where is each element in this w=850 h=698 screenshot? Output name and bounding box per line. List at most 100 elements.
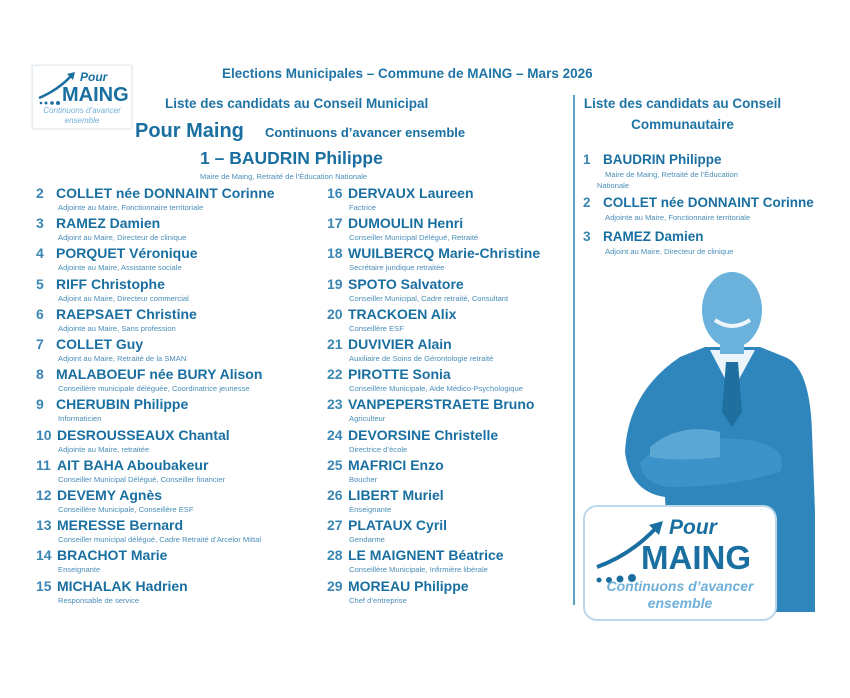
candidate-name: DERVAUX Laureen	[348, 185, 474, 201]
candidate-role-cont: Nationale	[597, 181, 630, 190]
candidate-entry: 18 WUILBERCQ Marie-Christine Secrétaire ju…	[327, 245, 567, 273]
candidate-number: 10	[36, 426, 52, 443]
candidate-role: Maire de Maing, Retraité de l’Éducation	[605, 170, 738, 179]
candidate-entry: 2 COLLET née DONNAINT Corinne Adjointe au …	[583, 195, 823, 223]
candidate-role: Secrétaire juridique retraitée	[349, 263, 445, 273]
candidate-number: 26	[327, 487, 343, 503]
candidate-number: 9	[36, 396, 44, 413]
candidate-role: Agriculteur	[349, 414, 386, 424]
candidate-name: WUILBERCQ Marie-Christine	[348, 245, 541, 262]
growth-arrow-icon	[38, 72, 75, 105]
logo-maing: MAING	[641, 539, 751, 576]
candidate-role: Enseignante	[349, 505, 392, 514]
community-title-line2: Communautaire	[631, 117, 734, 132]
candidate-role: Adjointe au Maire, Fonctionnaire territo…	[58, 203, 204, 212]
logo-slogan-2: ensemble	[64, 116, 100, 125]
candidate-entry: 6 RAEPSAET Christine Adjointe au Maire, Sa…	[36, 306, 276, 334]
candidate-number: 5	[36, 275, 44, 292]
candidate-role: Factrice	[349, 203, 377, 212]
candidate-name: PIROTTE Sonia	[348, 366, 451, 383]
candidate-entry: 3 RAMEZ Damien Adjoint au Maire, Directeur…	[36, 215, 276, 243]
candidate-number: 27	[327, 517, 343, 534]
candidate-name: BRACHOT Marie	[57, 547, 168, 564]
candidate-name: TRACKOEN Alix	[348, 305, 457, 322]
candidate-role: Chef d’entreprise	[349, 595, 407, 605]
candidate-number: 19	[327, 275, 343, 292]
candidate-name: DUMOULIN Henri	[348, 215, 464, 232]
candidate-number: 25	[327, 456, 343, 473]
candidate-entry: 24 DEVORSINE Christelle Directrice d’école	[327, 427, 567, 455]
candidate-name: DUVIVIER Alain	[348, 336, 452, 352]
candidate-name: BAUDRIN Philippe	[603, 152, 722, 167]
candidate-entry: 7 COLLET Guy Adjoint au Maire, Retraité de…	[36, 336, 276, 364]
candidate-name: COLLET née DONNAINT Corinne	[56, 185, 275, 201]
list-name: Pour Maing	[135, 120, 244, 142]
candidate-number: 12	[36, 487, 52, 503]
community-title-line1: Liste des candidats au Conseil	[583, 96, 782, 111]
candidate-name: RAMEZ Damien	[56, 215, 161, 232]
candidate-entry: 10 DESROUSSEAUX Chantal Adjointe au Maire,…	[36, 427, 276, 455]
logo-maing: MAING	[62, 84, 129, 106]
slogan: Continuons d’avancer ensemble	[265, 125, 466, 140]
candidate-entry: 21 DUVIVIER Alain Auxiliaire de Soins de G…	[327, 336, 567, 364]
candidate-name: COLLET née DONNAINT Corinne	[603, 195, 814, 210]
candidate-number: 1	[583, 152, 591, 167]
candidate-role: Conseillère Municipale, Aide Médico-Psyc…	[349, 384, 523, 394]
candidate-name: COLLET Guy	[56, 336, 144, 352]
candidate-number: 21	[327, 336, 343, 352]
candidate-number: 16	[327, 185, 343, 201]
candidate-name: MAFRICI Enzo	[348, 456, 444, 473]
candidate-name: MALABOEUF née BURY Alison	[56, 366, 263, 383]
candidate-role: Conseiller Municipal Délégué, Conseiller…	[58, 474, 226, 484]
candidate-role: Conseillère Municipale, Conseillère ESF	[58, 505, 194, 514]
candidate-entry: 23 VANPEPERSTRAETE Bruno Agriculteur	[327, 396, 567, 424]
column-divider	[573, 95, 575, 605]
candidate-name: DESROUSSEAUX Chantal	[57, 426, 230, 443]
candidate-entry: 15 MICHALAK Hadrien Responsable de service	[36, 578, 276, 606]
candidate-role: Directrice d’école	[349, 444, 408, 454]
candidate-entry: 11 AIT BAHA Aboubakeur Conseiller Municipa…	[36, 457, 276, 485]
candidate-role: Adjoint au Maire, Retraité de la SMAN	[58, 354, 187, 363]
logo-slogan-2: ensemble	[647, 595, 713, 611]
logo-slogan-1: Continuons d’avancer	[606, 578, 754, 594]
candidate-entry: 14 BRACHOT Marie Enseignante	[36, 547, 276, 575]
candidate-name: RAMEZ Damien	[603, 229, 704, 244]
logo-pour: Pour	[80, 70, 108, 84]
candidate-entry: 29 MOREAU Philippe Chef d’entreprise	[327, 578, 567, 606]
candidate-name: SPOTO Salvatore	[348, 275, 464, 292]
candidate-number: 3	[36, 215, 44, 232]
candidate-entry: 9 CHERUBIN Philippe Informaticien	[36, 396, 276, 424]
candidate-name: MERESSE Bernard	[57, 517, 184, 534]
candidate-role: Conseillère municipale déléguée, Coordin…	[58, 384, 250, 394]
candidate-entry: 26 LIBERT Muriel Enseignante	[327, 487, 567, 515]
candidate-entry: 19 SPOTO Salvatore Conseiller Municipal, C…	[327, 276, 567, 304]
candidate-number: 13	[36, 517, 52, 534]
candidate-number: 2	[36, 185, 44, 201]
candidate-number: 2	[583, 195, 591, 210]
logo-slogan-1: Continuons d’avancer	[43, 106, 121, 115]
candidate-entry: 22 PIROTTE Sonia Conseillère Municipale, A…	[327, 366, 567, 394]
candidate-name: DEVEMY Agnès	[57, 487, 163, 503]
candidate-number: 6	[36, 305, 44, 322]
growth-arrow-icon	[596, 521, 663, 583]
candidate-name: LE MAIGNENT Béatrice	[348, 547, 504, 564]
page-title: Elections Municipales – Commune de MAING…	[222, 66, 593, 81]
head-candidate: 1 – BAUDRIN Philippe	[200, 148, 383, 168]
candidate-role: Adjointe au Maire, Sans profession	[58, 323, 176, 333]
candidate-entry: 3 RAMEZ Damien Adjoint au Maire, Directeur…	[583, 229, 823, 257]
candidate-entry: 20 TRACKOEN Alix Conseillère ESF	[327, 306, 567, 334]
candidate-entry: 13 MERESSE Bernard Conseiller municipal dé…	[36, 517, 276, 545]
candidate-entry: 2 COLLET née DONNAINT Corinne Adjointe au …	[36, 185, 276, 213]
candidate-name: PLATAUX Cyril	[348, 517, 448, 534]
logo-pour: Pour	[669, 516, 717, 539]
candidate-number: 17	[327, 215, 343, 232]
head-candidate-role: Maire de Maing, Retraité de l’Éducation …	[200, 172, 368, 181]
candidate-number: 11	[36, 456, 51, 473]
candidate-entry: 1 BAUDRIN Philippe Maire de Maing, Retrait…	[583, 152, 823, 190]
candidate-name: RAEPSAET Christine	[56, 305, 197, 322]
candidate-role: Adjoint au Maire, Directeur de clinique	[58, 233, 187, 243]
candidate-number: 20	[327, 305, 343, 322]
candidate-number: 28	[327, 547, 343, 564]
candidate-name: AIT BAHA Aboubakeur	[57, 456, 209, 473]
candidate-role: Responsable de service	[58, 595, 140, 605]
